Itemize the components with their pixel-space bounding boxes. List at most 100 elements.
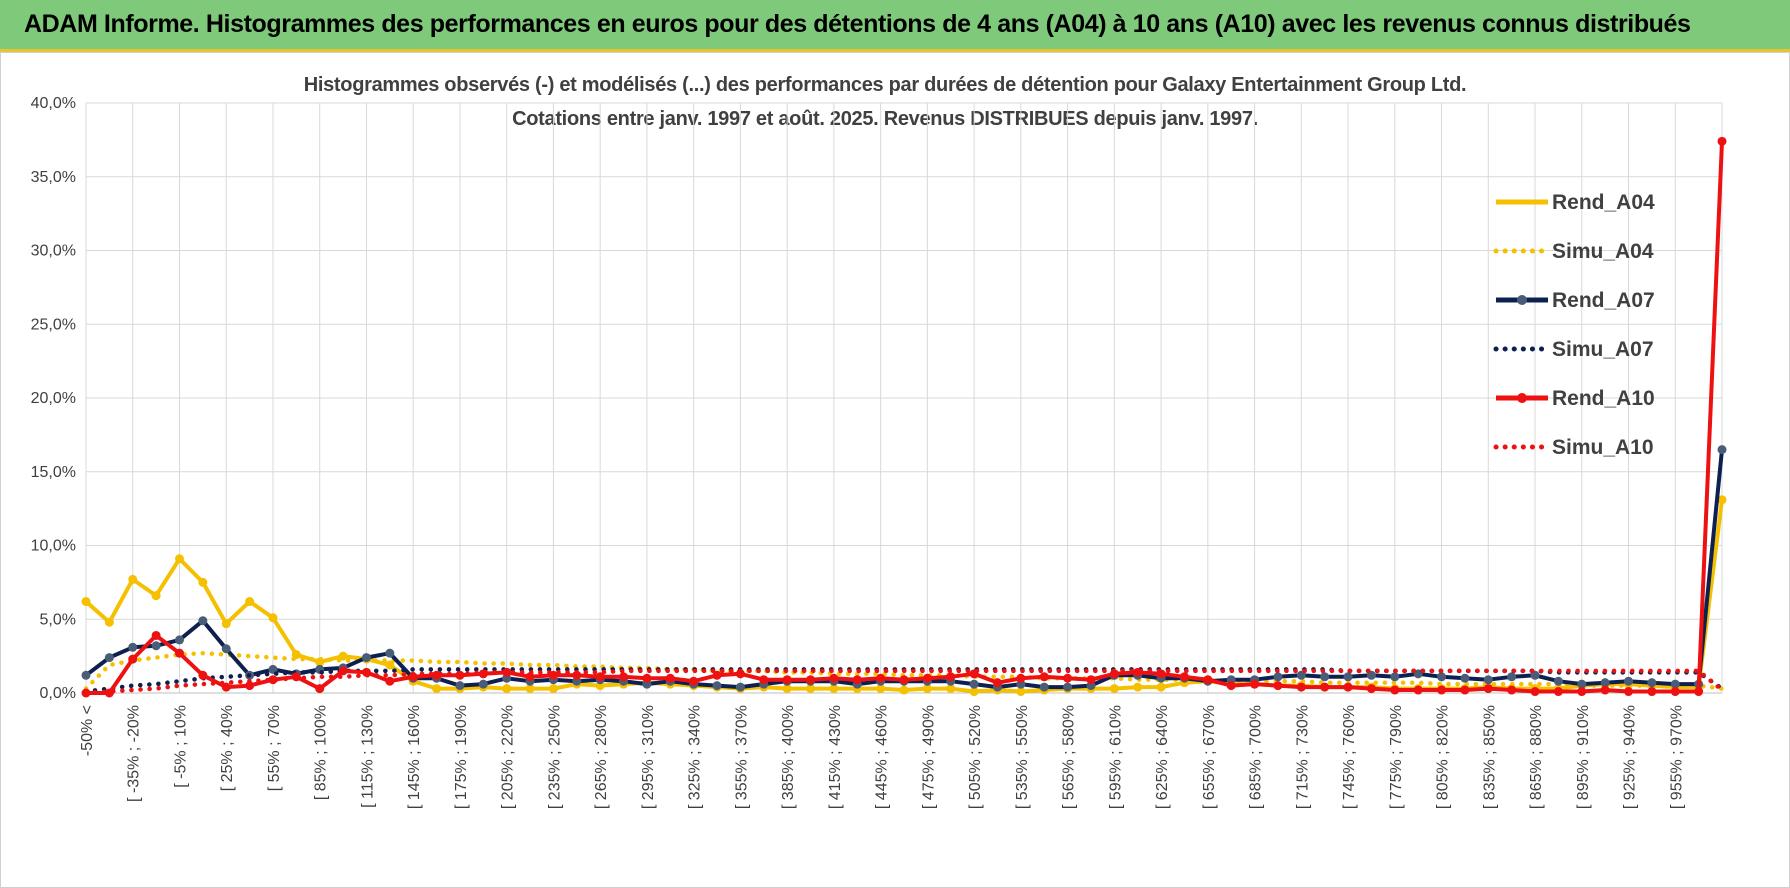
data-point-rend-a04 (806, 684, 816, 694)
data-point-rend-a07 (1577, 679, 1587, 689)
data-point-rend-a10 (1483, 684, 1493, 694)
data-point-rend-a10 (1273, 681, 1283, 691)
data-point-rend-a07 (1039, 682, 1049, 692)
series-line-rend-a10 (86, 141, 1724, 695)
data-point-rend-a10 (315, 684, 325, 694)
data-point-rend-a07 (712, 681, 722, 691)
data-point-rend-a04 (946, 684, 956, 694)
x-tick-label: [ 55% ; 70% (266, 705, 283, 791)
series-lines (81, 136, 1727, 698)
data-point-rend-a10 (502, 667, 512, 677)
data-point-rend-a10 (876, 673, 886, 683)
x-tick-label: [ 265% ; 280% (593, 705, 610, 809)
data-point-rend-a04 (969, 687, 979, 697)
data-point-rend-a04 (174, 554, 184, 564)
data-point-rend-a04 (128, 574, 138, 584)
x-tick-label: [ 355% ; 370% (733, 705, 750, 809)
data-point-rend-a04 (81, 597, 91, 607)
y-tick-label: 0,0% (40, 685, 76, 702)
y-tick-label: 15,0% (31, 464, 76, 481)
data-point-rend-a07 (1717, 445, 1727, 455)
data-point-rend-a04 (1156, 682, 1166, 692)
data-point-rend-a10 (1226, 681, 1236, 691)
data-point-rend-a10 (1086, 675, 1096, 685)
data-point-rend-a10 (852, 675, 862, 685)
x-tick-label: [ 865% ; 880% (1528, 705, 1545, 809)
data-point-rend-a10 (525, 672, 535, 682)
legend-item-rend-a04: Rend_A04 (1496, 191, 1655, 214)
data-point-rend-a10 (1507, 685, 1517, 695)
data-point-rend-a10 (665, 673, 675, 683)
data-point-rend-a04 (922, 684, 932, 694)
data-point-rend-a04 (432, 684, 442, 694)
data-point-rend-a07 (478, 679, 488, 689)
legend-label: Simu_A04 (1552, 240, 1654, 263)
data-point-rend-a07 (1296, 670, 1306, 680)
data-point-rend-a10 (245, 681, 255, 691)
y-tick-label: 25,0% (31, 316, 76, 333)
data-point-rend-a10 (1179, 672, 1189, 682)
data-point-rend-a10 (1624, 687, 1634, 697)
data-point-rend-a07 (385, 648, 395, 658)
x-tick-label: [ 775% ; 790% (1388, 705, 1405, 809)
data-point-rend-a10 (946, 672, 956, 682)
data-point-rend-a07 (1063, 682, 1073, 692)
data-point-rend-a07 (361, 653, 371, 663)
x-tick-label: [ 475% ; 490% (920, 705, 937, 809)
data-point-rend-a10 (619, 672, 629, 682)
legend-label: Rend_A10 (1552, 387, 1655, 410)
y-tick-label: 35,0% (31, 169, 76, 186)
data-point-rend-a07 (1600, 678, 1610, 688)
data-point-rend-a10 (1694, 687, 1704, 697)
series-line-simu-a10 (83, 668, 1725, 696)
data-point-rend-a07 (1437, 672, 1447, 682)
data-point-rend-a10 (689, 676, 699, 686)
data-point-rend-a07 (1343, 672, 1353, 682)
data-point-rend-a07 (1460, 673, 1470, 683)
legend-item-simu-a07: Simu_A07 (1493, 338, 1654, 361)
data-point-rend-a10 (174, 648, 184, 658)
data-point-rend-a04 (876, 684, 886, 694)
x-tick-label: [ 325% ; 340% (687, 705, 704, 809)
x-tick-label: [ 25% ; 40% (219, 705, 236, 791)
data-point-rend-a04 (221, 619, 231, 629)
y-tick-label: 5,0% (40, 611, 76, 628)
data-point-rend-a07 (1273, 672, 1283, 682)
title-banner: ADAM Informe. Histogrammes des performan… (0, 0, 1790, 52)
data-point-rend-a10 (1343, 682, 1353, 692)
data-point-rend-a10 (1250, 679, 1260, 689)
data-point-rend-a10 (1530, 687, 1540, 697)
data-point-rend-a10 (759, 675, 769, 685)
data-point-rend-a10 (642, 673, 652, 683)
x-axis: -50% < [ -35% ; -20% [ -5% ; 10% [ 25% ; 40… (79, 705, 1685, 809)
data-point-rend-a04 (829, 684, 839, 694)
data-point-rend-a10 (1203, 675, 1213, 685)
data-point-rend-a10 (198, 670, 208, 680)
legend-marker (1517, 393, 1527, 403)
data-point-rend-a10 (1553, 687, 1563, 697)
x-tick-label: [ 115% ; 130% (359, 705, 376, 808)
x-tick-label: [ 235% ; 250% (546, 705, 563, 809)
data-point-rend-a07 (735, 682, 745, 692)
data-point-rend-a07 (1366, 670, 1376, 680)
x-tick-label: [ 85% ; 100% (313, 705, 330, 800)
data-point-rend-a10 (1600, 685, 1610, 695)
chart-subtitle: Cotations entre janv. 1997 et août. 2025… (512, 108, 1258, 130)
legend-item-rend-a10: Rend_A10 (1496, 387, 1655, 410)
legend-item-simu-a10: Simu_A10 (1493, 436, 1654, 459)
legend-label: Rend_A04 (1552, 191, 1655, 214)
data-point-rend-a07 (1390, 672, 1400, 682)
data-point-rend-a10 (151, 630, 161, 640)
data-point-rend-a04 (1016, 687, 1026, 697)
data-point-rend-a07 (198, 616, 208, 626)
data-point-rend-a10 (782, 675, 792, 685)
data-point-rend-a07 (128, 642, 138, 652)
series-line-rend-a07 (84, 449, 1724, 690)
data-point-rend-a10 (712, 670, 722, 680)
data-point-rend-a04 (198, 577, 208, 587)
data-point-rend-a10 (899, 675, 909, 685)
data-point-rend-a10 (128, 654, 138, 664)
data-point-rend-a07 (1553, 676, 1563, 686)
x-tick-label: [ 385% ; 400% (780, 705, 797, 809)
